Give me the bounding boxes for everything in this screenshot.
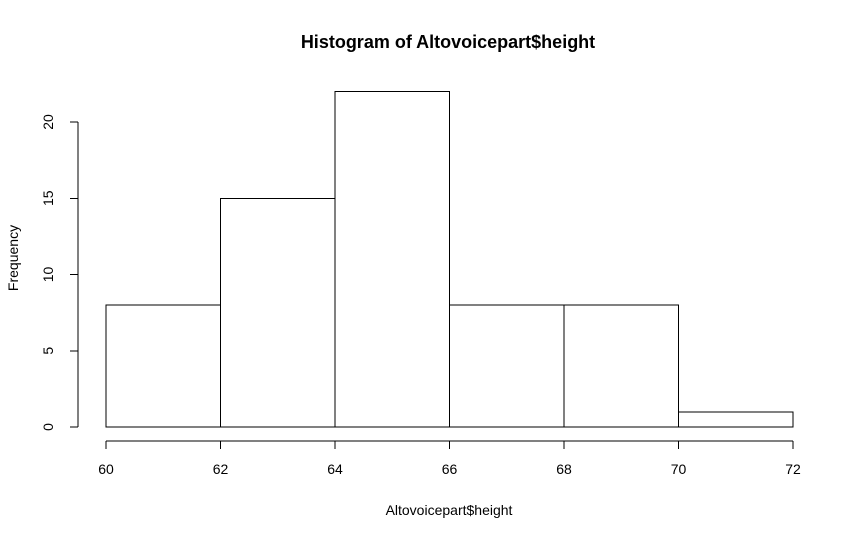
histogram-bar-5 [563, 304, 679, 428]
x-tick-label-64: 64 [327, 461, 343, 477]
y-tick-label-15: 15 [40, 190, 56, 206]
x-tick-label-62: 62 [213, 461, 229, 477]
y-tick-label-10: 10 [40, 267, 56, 283]
bars-layer [105, 91, 794, 428]
histogram-bar-1 [105, 304, 221, 428]
x-tick-label-68: 68 [556, 461, 572, 477]
y-tick-label-5: 5 [40, 347, 56, 355]
x-tick-label-72: 72 [785, 461, 801, 477]
x-tick-label-70: 70 [671, 461, 687, 477]
histogram-bar-6 [678, 411, 794, 428]
x-tick-label-60: 60 [98, 461, 114, 477]
histogram-bar-4 [449, 304, 565, 428]
x-axis: 60 62 64 66 68 70 72 [98, 440, 801, 477]
y-tick-label-0: 0 [40, 423, 56, 431]
histogram-bar-2 [220, 197, 336, 428]
x-axis-label: Altovoicepart$height [386, 502, 513, 518]
y-axis: 0 5 10 15 20 [40, 114, 79, 431]
chart-title: Histogram of Altovoicepart$height [301, 32, 595, 52]
y-tick-label-20: 20 [40, 114, 56, 130]
histogram-bar-3 [334, 91, 450, 428]
y-axis-label: Frequency [5, 225, 21, 291]
x-tick-label-66: 66 [442, 461, 458, 477]
